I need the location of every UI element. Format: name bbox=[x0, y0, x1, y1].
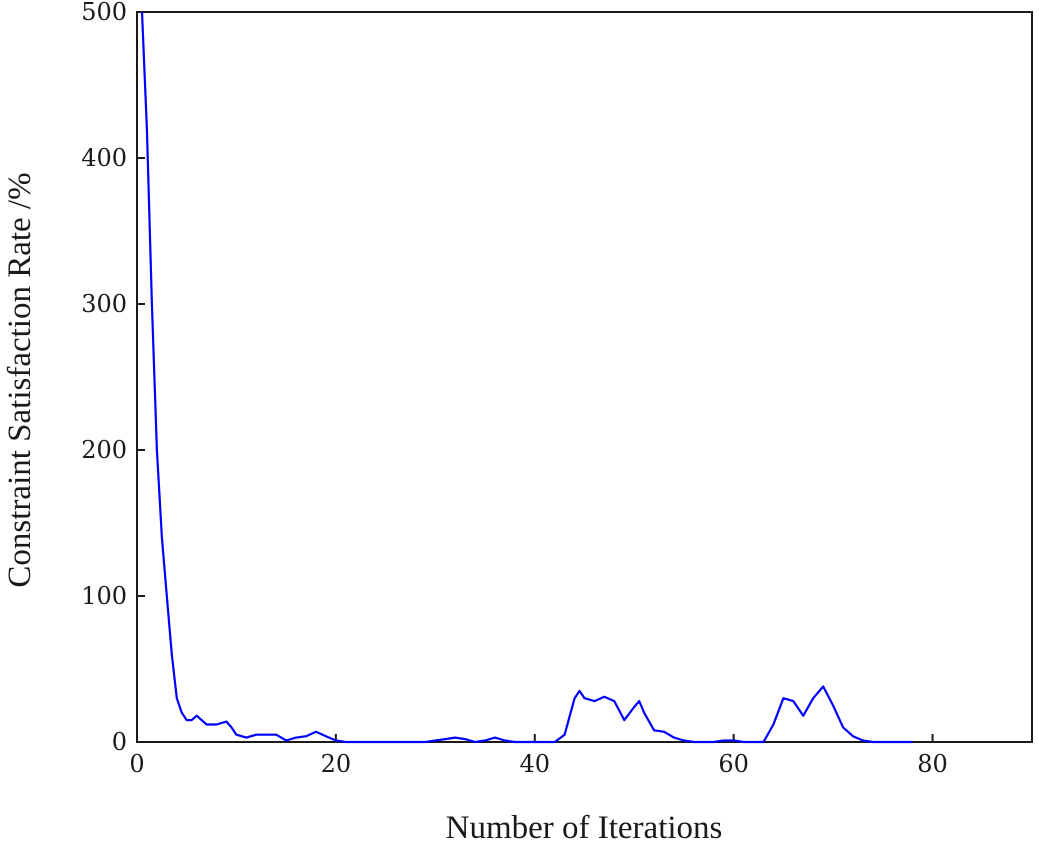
x-tick-label: 60 bbox=[718, 750, 749, 778]
y-tick-label: 0 bbox=[112, 728, 127, 756]
x-tick-label: 0 bbox=[129, 750, 144, 778]
plot-frame bbox=[136, 11, 1033, 743]
y-axis-title: Constraint Satisfaction Rate /% bbox=[2, 172, 38, 587]
x-axis-title: Number of Iterations bbox=[446, 810, 723, 846]
x-tick-label: 20 bbox=[321, 750, 352, 778]
y-tick-label: 200 bbox=[81, 436, 127, 464]
x-tick-label: 80 bbox=[917, 750, 948, 778]
y-tick-label: 300 bbox=[81, 290, 127, 318]
y-tick-label: 400 bbox=[81, 144, 127, 172]
y-tick-label: 100 bbox=[81, 582, 127, 610]
series-line bbox=[140, 11, 913, 744]
y-tick-label: 500 bbox=[81, 0, 127, 26]
x-tick-label: 40 bbox=[520, 750, 551, 778]
ticks-layer: 0 20 40 60 80 0 100 200 300 400 500 bbox=[81, 0, 948, 778]
